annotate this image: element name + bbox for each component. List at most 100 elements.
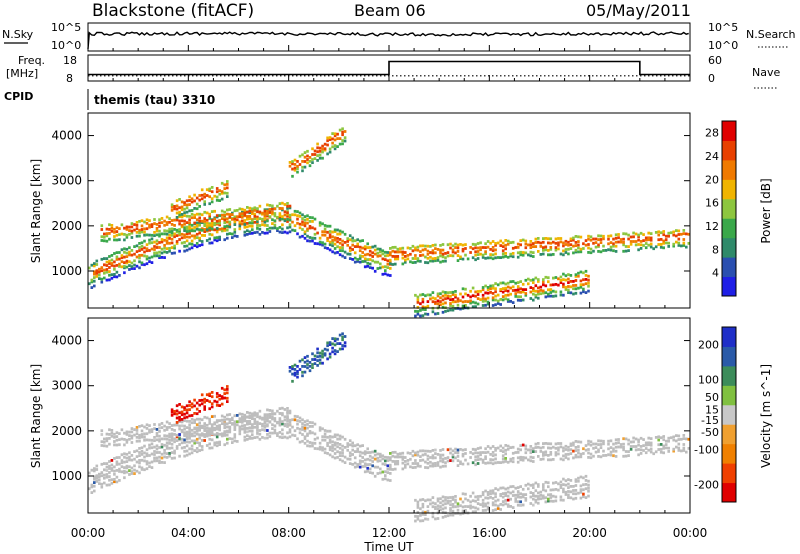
scatter-cell bbox=[574, 275, 578, 278]
scatter-cell bbox=[163, 250, 166, 254]
scatter-cell bbox=[205, 393, 209, 397]
scatter-cell bbox=[504, 444, 507, 447]
scatter-cell bbox=[409, 457, 412, 461]
scatter-cell bbox=[411, 257, 415, 260]
scatter-cell bbox=[188, 221, 191, 225]
scatter-cell bbox=[419, 459, 422, 462]
scatter-cell bbox=[288, 223, 292, 227]
scatter-cell bbox=[306, 214, 309, 218]
scatter-cell bbox=[233, 230, 237, 234]
scatter-cell bbox=[123, 266, 126, 270]
scatter-cell bbox=[185, 432, 189, 436]
scatter-cell bbox=[103, 444, 106, 448]
scatter-cell bbox=[368, 266, 372, 269]
scatter-cell bbox=[459, 292, 462, 296]
scatter-cell bbox=[153, 218, 156, 221]
scatter-cell bbox=[617, 445, 620, 449]
scatter-cell bbox=[223, 392, 226, 395]
scatter-cell bbox=[193, 412, 196, 415]
scatter-cell bbox=[323, 432, 327, 436]
scatter-cell bbox=[323, 246, 327, 250]
scatter-cell bbox=[143, 263, 146, 267]
scatter-cell bbox=[283, 415, 287, 419]
scatter-cell bbox=[200, 432, 204, 436]
scatter-cell bbox=[577, 448, 580, 452]
scatter-cell bbox=[524, 293, 528, 297]
scatter-cell bbox=[170, 424, 174, 427]
scatter-cell bbox=[587, 246, 590, 250]
scatter-cell bbox=[266, 209, 269, 213]
scatter-cell bbox=[125, 440, 129, 444]
scatter-cell bbox=[215, 424, 219, 428]
scatter-cell bbox=[331, 235, 334, 239]
scatter-cell bbox=[108, 228, 111, 231]
scatter-cell bbox=[607, 447, 610, 451]
scatter-cell bbox=[243, 424, 247, 427]
scatter-cell bbox=[642, 449, 645, 452]
scatter-cell bbox=[188, 225, 191, 229]
scatter-cell bbox=[241, 222, 244, 226]
scatter-cell bbox=[185, 248, 189, 252]
scatter-cell bbox=[183, 222, 186, 226]
scatter-cell bbox=[178, 222, 181, 226]
scatter-cell bbox=[165, 426, 169, 429]
scatter-cell bbox=[208, 394, 211, 397]
scatter-cell bbox=[481, 509, 485, 512]
scatter-cell bbox=[544, 284, 548, 288]
scatter-cell bbox=[268, 409, 272, 412]
scatter-cell bbox=[569, 243, 573, 247]
scatter-cell bbox=[208, 214, 211, 218]
scatter-cell bbox=[155, 451, 159, 454]
scatter-cell bbox=[534, 237, 538, 241]
scatter-cell bbox=[469, 456, 472, 459]
scatter-cell bbox=[98, 472, 101, 476]
scatter-cell bbox=[622, 437, 625, 441]
scatter-cell bbox=[195, 212, 199, 216]
scatter-cell bbox=[193, 398, 196, 402]
scatter-cell bbox=[160, 456, 164, 460]
scatter-cell bbox=[542, 246, 545, 249]
scatter-cell bbox=[429, 460, 432, 464]
scatter-cell bbox=[286, 218, 289, 221]
scatter-cell bbox=[614, 441, 618, 445]
scatter-cell bbox=[105, 432, 109, 436]
scatter-cell bbox=[223, 191, 226, 195]
scatter-cell bbox=[547, 237, 550, 241]
scatter-cell bbox=[562, 483, 565, 486]
scatter-cell bbox=[188, 440, 191, 444]
scatter-cell bbox=[306, 229, 309, 232]
scatter-cell bbox=[155, 251, 159, 255]
scatter-cell bbox=[215, 198, 219, 202]
scatter-cell bbox=[308, 431, 312, 435]
scatter-cell bbox=[489, 496, 492, 499]
scatter-cell bbox=[115, 264, 119, 267]
scatter-cell bbox=[115, 469, 119, 472]
scatter-cell bbox=[153, 254, 156, 258]
scatter-cell bbox=[534, 489, 538, 493]
scatter-cell bbox=[178, 198, 181, 201]
scatter-cell bbox=[321, 147, 324, 151]
scatter-cell bbox=[98, 478, 101, 482]
scatter-cell bbox=[426, 466, 430, 470]
scatter-cell bbox=[246, 422, 249, 426]
scatter-cell bbox=[456, 459, 460, 462]
colorbar-swatch bbox=[722, 443, 736, 464]
scatter-cell bbox=[123, 226, 126, 230]
scatter-cell bbox=[464, 448, 467, 451]
scatter-cell bbox=[198, 219, 201, 223]
scatter-cell bbox=[552, 283, 555, 287]
scatter-cell bbox=[567, 243, 570, 247]
scatter-cell bbox=[484, 502, 487, 506]
scatter-cell bbox=[333, 447, 337, 451]
scatter-cell bbox=[506, 289, 510, 293]
scatter-cell bbox=[263, 425, 267, 429]
scatter-cell bbox=[527, 448, 530, 452]
scatter-cell bbox=[308, 441, 312, 444]
scatter-cell bbox=[341, 444, 344, 448]
scatter-cell bbox=[128, 268, 131, 271]
scatter-cell bbox=[145, 432, 149, 436]
scatter-cell bbox=[516, 290, 520, 294]
scatter-cell bbox=[542, 483, 545, 486]
scatter-cell bbox=[587, 483, 590, 487]
scatter-cell bbox=[213, 443, 216, 447]
